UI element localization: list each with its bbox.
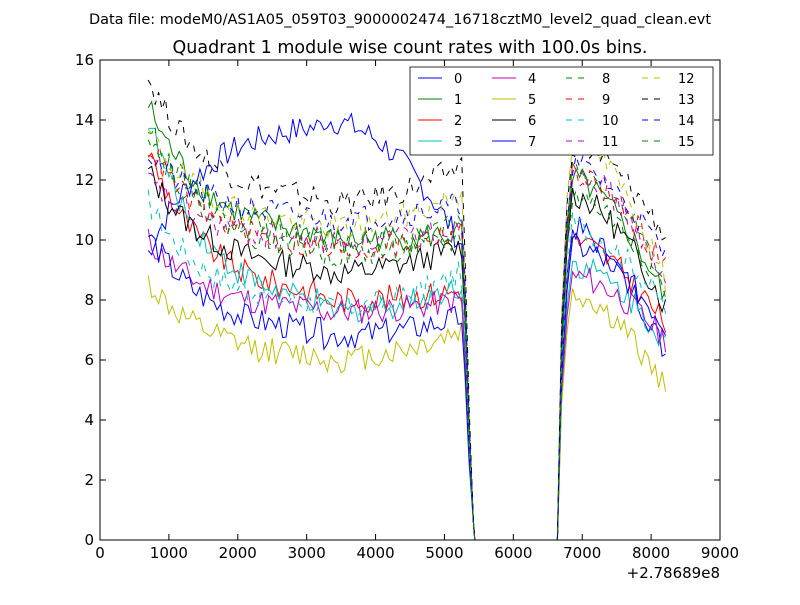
x-tick-label: 4000 (356, 544, 394, 562)
series-line-10 (147, 189, 667, 541)
legend-label-13: 13 (678, 93, 695, 108)
x-tick-label: 5000 (425, 544, 463, 562)
x-tick-label: 8000 (632, 544, 670, 562)
legend-label-6: 6 (528, 114, 536, 129)
y-tick-label: 0 (84, 531, 94, 549)
legend-label-8: 8 (602, 72, 610, 87)
x-tick-label: 7000 (563, 544, 601, 562)
chart-title: Quadrant 1 module wise count rates with … (173, 38, 648, 58)
series-line-6 (147, 165, 667, 541)
legend-label-4: 4 (528, 72, 536, 87)
x-tick-label: 2000 (219, 544, 257, 562)
x-tick-label: 9000 (701, 544, 739, 562)
legend-label-7: 7 (528, 135, 536, 150)
series-line-1 (147, 100, 667, 541)
y-tick-label: 10 (75, 231, 94, 249)
figure-suptitle: Data file: modeM0/AS1A05_059T03_90000024… (89, 12, 711, 28)
series-line-3 (148, 127, 666, 541)
y-tick-label: 2 (84, 471, 94, 489)
legend-label-14: 14 (678, 114, 695, 129)
legend-label-9: 9 (602, 93, 610, 108)
series-line-2 (147, 152, 667, 541)
series-line-13 (147, 79, 666, 541)
legend-label-11: 11 (602, 135, 619, 150)
legend-box (409, 66, 714, 156)
series-line-7 (148, 232, 667, 541)
x-tick-label: 3000 (288, 544, 326, 562)
legend-label-10: 10 (602, 114, 619, 129)
y-tick-label: 6 (84, 351, 94, 369)
legend-label-2: 2 (454, 114, 462, 129)
series-line-14 (147, 154, 667, 541)
series-line-5 (147, 275, 667, 541)
legend-label-12: 12 (678, 72, 695, 87)
y-tick-label: 8 (84, 291, 94, 309)
legend-label-15: 15 (678, 135, 695, 150)
y-tick-label: 12 (75, 171, 94, 189)
y-tick-label: 4 (84, 411, 94, 429)
y-tick-label: 16 (75, 51, 94, 69)
series-line-15 (147, 139, 667, 541)
x-tick-label: 1000 (150, 544, 188, 562)
legend-label-3: 3 (454, 135, 462, 150)
series-line-9 (148, 149, 666, 541)
series-line-12 (147, 129, 667, 541)
legend-label-5: 5 (528, 93, 536, 108)
x-offset-label: +2.78689e8 (627, 564, 720, 582)
legend-label-1: 1 (454, 93, 462, 108)
axis-layer: 0 1000 2000 3000 4000 5000 6000 7000 8000 9000 0 2 4… (75, 51, 739, 562)
legend-label-0: 0 (454, 72, 462, 87)
x-tick-label: 0 (95, 544, 105, 562)
x-tick-label: 6000 (494, 544, 532, 562)
series-layer (147, 79, 667, 541)
y-tick-label: 14 (75, 111, 94, 129)
